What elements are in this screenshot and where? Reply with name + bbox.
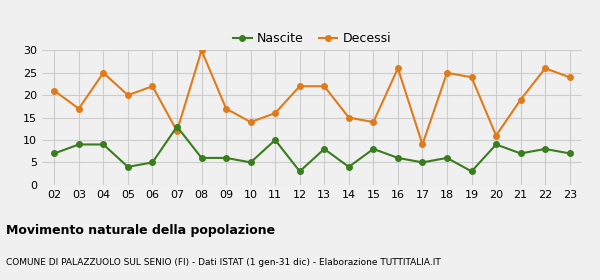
Nascite: [345, 165, 352, 169]
Decessi: [566, 76, 574, 79]
Nascite: [419, 161, 426, 164]
Decessi: [223, 107, 230, 110]
Nascite: [223, 156, 230, 160]
Nascite: [566, 152, 574, 155]
Decessi: [370, 120, 377, 124]
Nascite: [370, 147, 377, 151]
Nascite: [493, 143, 500, 146]
Nascite: [100, 143, 107, 146]
Decessi: [320, 85, 328, 88]
Nascite: [75, 143, 82, 146]
Decessi: [345, 116, 352, 119]
Decessi: [493, 134, 500, 137]
Nascite: [272, 138, 279, 142]
Decessi: [272, 111, 279, 115]
Decessi: [443, 71, 451, 74]
Decessi: [198, 49, 205, 52]
Decessi: [100, 71, 107, 74]
Legend: Nascite, Decessi: Nascite, Decessi: [228, 27, 396, 50]
Nascite: [50, 152, 58, 155]
Decessi: [517, 98, 524, 101]
Decessi: [50, 89, 58, 92]
Decessi: [247, 120, 254, 124]
Decessi: [149, 85, 156, 88]
Decessi: [468, 76, 475, 79]
Text: COMUNE DI PALAZZUOLO SUL SENIO (FI) - Dati ISTAT (1 gen-31 dic) - Elaborazione T: COMUNE DI PALAZZUOLO SUL SENIO (FI) - Da…: [6, 258, 441, 267]
Nascite: [320, 147, 328, 151]
Decessi: [173, 129, 181, 133]
Nascite: [149, 161, 156, 164]
Nascite: [468, 170, 475, 173]
Nascite: [394, 156, 401, 160]
Line: Decessi: Decessi: [52, 48, 572, 147]
Nascite: [542, 147, 549, 151]
Nascite: [296, 170, 304, 173]
Decessi: [419, 143, 426, 146]
Decessi: [75, 107, 82, 110]
Text: Movimento naturale della popolazione: Movimento naturale della popolazione: [6, 224, 275, 237]
Decessi: [124, 94, 131, 97]
Nascite: [443, 156, 451, 160]
Nascite: [247, 161, 254, 164]
Nascite: [198, 156, 205, 160]
Nascite: [517, 152, 524, 155]
Decessi: [542, 67, 549, 70]
Nascite: [173, 125, 181, 128]
Decessi: [394, 67, 401, 70]
Line: Nascite: Nascite: [52, 124, 572, 174]
Nascite: [124, 165, 131, 169]
Decessi: [296, 85, 304, 88]
